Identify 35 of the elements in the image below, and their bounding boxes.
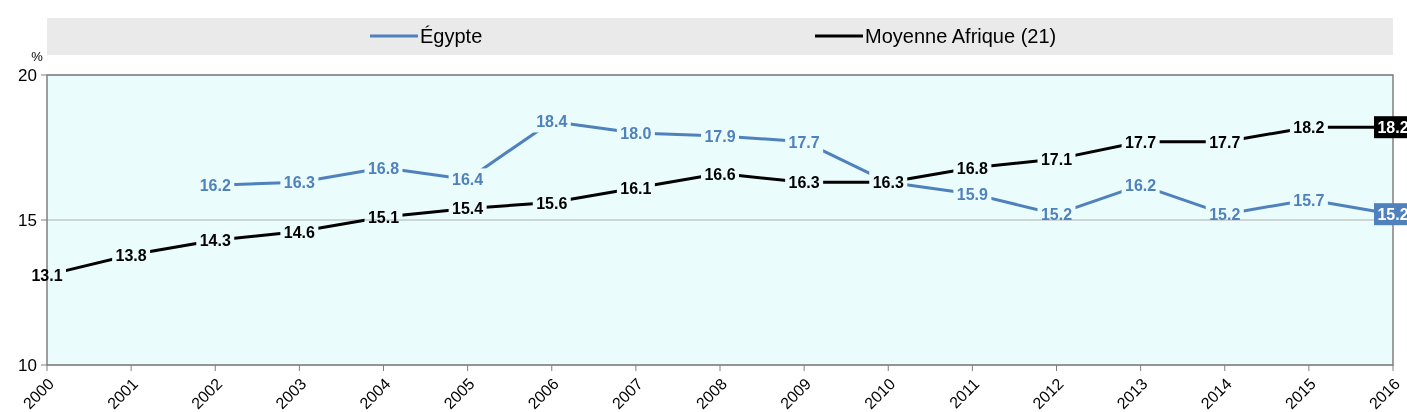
- data-label: 16.3: [283, 174, 316, 192]
- y-tick-label: 10: [18, 356, 37, 375]
- data-label: 16.8: [367, 159, 400, 177]
- data-label: 17.7: [788, 133, 820, 151]
- data-label: 18.4: [536, 113, 568, 131]
- data-label: 15.9: [956, 185, 989, 203]
- data-label: 18.0: [620, 125, 652, 142]
- data-label: 15.2: [1209, 206, 1241, 224]
- data-label: 15.4: [452, 200, 484, 218]
- y-axis-title: %: [31, 49, 44, 64]
- data-label: 16.1: [620, 180, 652, 198]
- data-label: 16.2: [199, 177, 231, 195]
- data-label: 14.3: [199, 232, 231, 250]
- data-label: 17.7: [1209, 133, 1241, 151]
- legend-label: Égypte: [420, 25, 483, 47]
- data-label: 15.6: [536, 194, 568, 212]
- data-label: 15.2: [1040, 206, 1073, 224]
- data-label: 17.7: [1125, 133, 1157, 151]
- data-label: 15.7: [1293, 191, 1325, 209]
- y-tick-label: 15: [18, 211, 37, 230]
- data-label: 16.3: [872, 174, 904, 192]
- legend-label: Moyenne Afrique (21): [865, 25, 1057, 47]
- data-label: 16.6: [704, 165, 736, 183]
- data-label: 16.4: [452, 171, 484, 189]
- data-label: 16.8: [956, 159, 989, 177]
- data-label: 13.1: [31, 267, 63, 285]
- y-tick-label: 20: [18, 66, 37, 85]
- data-label: 16.2: [1125, 177, 1157, 195]
- data-label: 17.9: [704, 127, 736, 145]
- data-label: 14.6: [283, 223, 316, 241]
- data-label: 15.1: [367, 209, 400, 227]
- data-label: 16.3: [788, 174, 820, 192]
- data-label: 17.1: [1040, 151, 1073, 169]
- data-label: 18.2: [1293, 119, 1325, 137]
- data-label: 13.8: [115, 246, 147, 264]
